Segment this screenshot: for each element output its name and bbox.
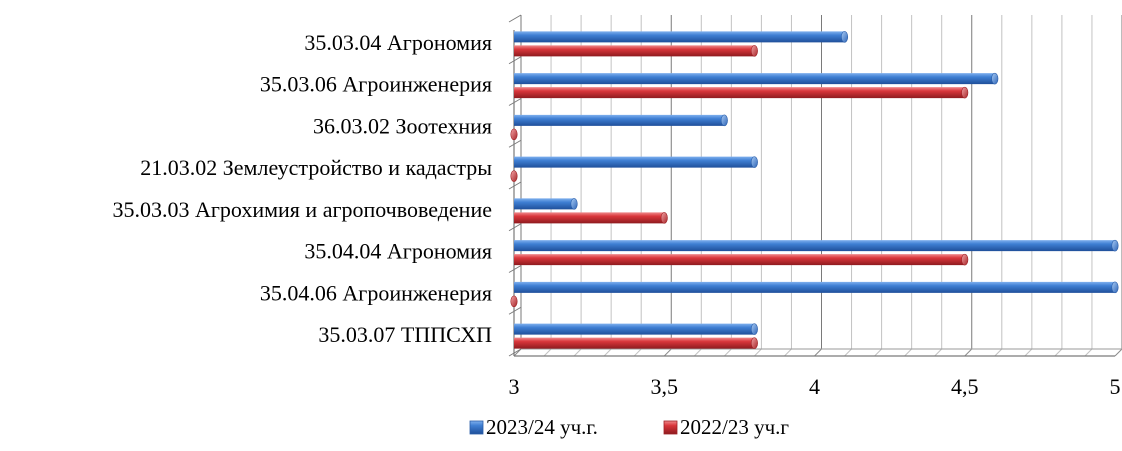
bar-cap-series1 xyxy=(1111,239,1119,252)
floor-gridline-minor xyxy=(723,348,732,357)
category-tick xyxy=(508,98,522,106)
floor-gridline-minor xyxy=(754,348,762,357)
bar-cap-series2 xyxy=(961,86,969,99)
x-tick-label: 4 xyxy=(809,374,820,399)
bar-cap-series2 xyxy=(750,337,758,349)
legend-swatch xyxy=(469,420,484,435)
bars xyxy=(510,31,1119,349)
legend-swatch xyxy=(663,420,678,435)
category-label: 35.03.07 ТППСХП xyxy=(318,322,492,347)
floor-gridline-minor xyxy=(693,348,702,357)
floor-gridline-minor xyxy=(904,348,913,357)
floor-gridline-minor xyxy=(1024,348,1033,357)
bar-series1 xyxy=(514,31,845,43)
bar-series1 xyxy=(514,73,995,85)
category-tick xyxy=(508,56,522,65)
bar-cap-series1 xyxy=(750,323,758,335)
bar-cap-series1 xyxy=(720,114,728,127)
floor-gridline-minor xyxy=(784,348,792,357)
floor-gridline-minor xyxy=(633,348,642,357)
bar-series2 xyxy=(514,254,965,266)
category-label: 35.03.04 Агрономия xyxy=(304,30,492,55)
floor-gridline-minor xyxy=(573,348,582,357)
x-tick-label: 4,5 xyxy=(951,374,979,399)
bar-cap-series1 xyxy=(841,31,849,43)
category-tick xyxy=(508,306,522,315)
bar-series1 xyxy=(514,240,1115,252)
x-tick-label: 3,5 xyxy=(651,374,679,399)
category-tick xyxy=(508,139,522,148)
gridlines xyxy=(513,15,1122,357)
floor-gridline-minor xyxy=(874,348,882,357)
floor-gridline-minor xyxy=(543,348,552,357)
category-labels: 35.03.04 Агрономия 35.03.06 Агроинженерия… xyxy=(112,30,492,347)
category-tick xyxy=(508,181,522,190)
floor-gridline-minor xyxy=(994,348,1003,357)
bar-cap-series1 xyxy=(991,72,999,85)
category-tick xyxy=(508,223,522,232)
bar-series2 xyxy=(514,87,965,99)
floor-gridline-minor xyxy=(1054,348,1063,357)
floor-gridline-minor xyxy=(1084,348,1093,357)
bar-series2 xyxy=(514,45,755,57)
category-label: 36.03.02 Зоотехния xyxy=(313,113,492,138)
floor-gridline-minor xyxy=(934,348,943,357)
bar-cap-series2 xyxy=(961,253,969,266)
category-label: 21.03.02 Землеустройство и кадастры xyxy=(140,155,492,180)
bar-cap-series2 xyxy=(510,295,518,308)
bar-series1 xyxy=(514,281,1115,293)
axes xyxy=(508,14,1122,357)
bar-series1 xyxy=(514,198,575,210)
legend: 2023/24 уч.г. 2022/23 уч.г xyxy=(469,415,789,439)
category-label: 35.03.06 Агроинженерия xyxy=(260,72,492,97)
bar-cap-series1 xyxy=(1111,281,1119,294)
bar-cap-series1 xyxy=(570,198,578,210)
legend-label: 2023/24 уч.г. xyxy=(486,415,598,439)
floor-gridline-minor xyxy=(603,348,612,357)
category-label: 35.04.04 Агрономия xyxy=(304,239,492,264)
bar-series2 xyxy=(514,337,755,349)
bar-cap-series2 xyxy=(750,45,758,57)
bar-series2 xyxy=(514,212,665,224)
category-label: 35.04.06 Агроинженерия xyxy=(260,280,492,305)
bar-series1 xyxy=(514,323,755,335)
x-tick-label: 5 xyxy=(1110,374,1121,399)
bar-series1 xyxy=(514,156,755,168)
floor-gridline xyxy=(663,348,672,357)
bar-cap-series2 xyxy=(510,128,518,141)
bar-cap-series1 xyxy=(750,156,758,168)
category-tick xyxy=(508,265,522,273)
floor-gridline xyxy=(814,348,822,357)
category-tick xyxy=(508,348,522,357)
floor-gridline xyxy=(964,348,973,357)
category-label: 35.03.03 Агрохимия и агропочвоведение xyxy=(112,197,492,222)
x-tick-labels: 3 3,5 4 4,5 5 xyxy=(509,374,1121,399)
category-tick xyxy=(508,14,522,23)
legend-label: 2022/23 уч.г xyxy=(680,415,789,439)
x-tick-label: 3 xyxy=(509,374,520,399)
floor-gridline xyxy=(1114,348,1122,357)
bar-series1 xyxy=(514,114,725,126)
bar-cap-series2 xyxy=(660,212,668,224)
bar-cap-series2 xyxy=(510,170,518,182)
floor-gridline-minor xyxy=(844,348,852,357)
